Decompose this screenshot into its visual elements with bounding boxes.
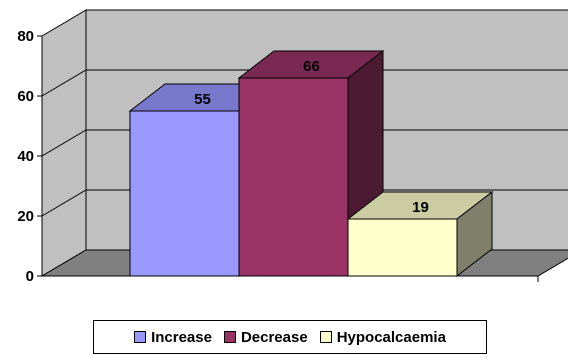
legend-label: Increase [151, 328, 212, 346]
legend-swatch [134, 331, 147, 343]
gridline [41, 129, 568, 157]
data-label: 66 [303, 58, 320, 75]
y-tick-label: 20 [17, 208, 34, 225]
legend-swatch [223, 331, 236, 343]
bar-increase-front [129, 110, 240, 277]
y-tick-label: 80 [17, 28, 34, 45]
gridline [41, 69, 568, 97]
legend-swatch [319, 331, 332, 343]
bar-hypocalcaemia-side [456, 190, 493, 278]
data-label: 19 [412, 199, 429, 216]
legend: Increase Decrease Hypocalcaemia [93, 320, 487, 354]
bars [128, 49, 494, 278]
data-label: 55 [194, 91, 211, 108]
legend-label: Decrease [240, 328, 308, 346]
legend-item-hypocalcaemia: Hypocalcaemia [319, 328, 446, 346]
gridline [41, 189, 568, 217]
legend-label: Hypocalcaemia [336, 328, 446, 346]
legend-item-increase: Increase [134, 329, 212, 346]
y-tick-label: 0 [26, 268, 34, 285]
legend-item-decrease: Decrease [223, 328, 308, 346]
gridlines [41, 69, 568, 217]
data-labels: 55 66 19 [194, 58, 429, 216]
bar-decrease-front [238, 77, 349, 277]
y-tick-label: 40 [17, 148, 34, 165]
y-tick-label: 60 [17, 88, 34, 105]
bar-hypocalcaemia-front [347, 218, 458, 277]
